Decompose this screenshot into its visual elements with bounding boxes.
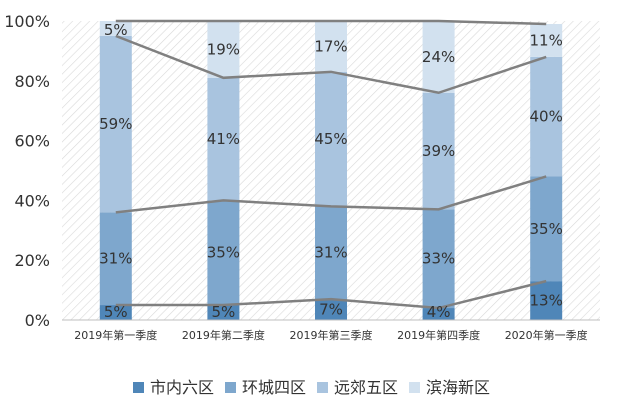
series-line bbox=[115, 279, 547, 310]
x-category-label: 2019年第一季度 bbox=[74, 328, 157, 342]
data-label: 19% bbox=[207, 40, 240, 58]
data-label: 4% bbox=[427, 303, 451, 321]
legend-swatch bbox=[409, 382, 420, 393]
bar-segment bbox=[422, 308, 455, 320]
bar-segment bbox=[207, 200, 240, 306]
bar-segment bbox=[530, 23, 563, 57]
x-axis: 2019年第一季度 2019年第二季度 2019年第三季度 2019年第四季度 2020… bbox=[62, 319, 600, 342]
x-category-label: 2019年第二季度 bbox=[182, 328, 265, 342]
legend: 市内六区 环城四区 远郊五区 滨海新区 bbox=[133, 378, 490, 397]
legend-label: 远郊五区 bbox=[334, 378, 398, 397]
data-label: 35% bbox=[207, 244, 240, 262]
y-tick-label: 80% bbox=[14, 72, 50, 91]
legend-label: 环城四区 bbox=[242, 378, 306, 397]
bars bbox=[99, 21, 563, 320]
bar-segment bbox=[315, 21, 347, 72]
bar-segment bbox=[99, 305, 132, 320]
bar-segment bbox=[422, 21, 455, 93]
y-tick-label: 60% bbox=[14, 132, 50, 151]
data-label: 40% bbox=[530, 108, 563, 126]
bar-segment bbox=[99, 35, 132, 213]
bar-segment bbox=[530, 176, 563, 282]
data-label: 33% bbox=[422, 250, 455, 268]
x-category-label: 2019年第三季度 bbox=[290, 328, 373, 342]
bar-segment bbox=[207, 77, 240, 201]
data-label: 11% bbox=[530, 31, 563, 49]
x-category-label: 2020年第一季度 bbox=[505, 328, 588, 342]
data-label: 39% bbox=[422, 142, 455, 160]
legend-swatch bbox=[133, 382, 144, 393]
legend-label: 滨海新区 bbox=[426, 378, 490, 397]
data-label: 5% bbox=[104, 21, 128, 39]
bar-segment bbox=[530, 56, 563, 177]
data-label: 13% bbox=[530, 292, 563, 310]
bar-segment bbox=[422, 92, 455, 210]
data-label: 5% bbox=[212, 303, 236, 321]
bar-segment bbox=[99, 212, 132, 306]
data-label: 41% bbox=[207, 130, 240, 148]
data-label: 17% bbox=[314, 37, 347, 55]
y-tick-label: 100% bbox=[4, 12, 50, 31]
bar-segment bbox=[315, 71, 347, 207]
y-axis: 0% 20% 40% 60% 80% 100% bbox=[4, 12, 50, 330]
data-label: 5% bbox=[104, 303, 128, 321]
data-label: 45% bbox=[314, 130, 347, 148]
y-tick-label: 20% bbox=[14, 251, 50, 270]
data-label: 31% bbox=[314, 244, 347, 262]
series-line bbox=[115, 19, 547, 26]
legend-swatch bbox=[225, 382, 236, 393]
data-labels: 5% 5% 7% 4% 13% 31% 35% 31% 33% 35% 59% 41% 45% 39% 40… bbox=[99, 21, 563, 321]
y-tick-label: 0% bbox=[25, 311, 50, 330]
bar-segment bbox=[99, 21, 132, 36]
data-label: 24% bbox=[422, 48, 455, 66]
series-line bbox=[115, 175, 547, 214]
bar-segment bbox=[315, 206, 347, 300]
data-label: 7% bbox=[319, 301, 343, 319]
bar-segment bbox=[530, 281, 563, 320]
legend-swatch bbox=[317, 382, 328, 393]
data-label: 59% bbox=[99, 115, 132, 133]
data-label: 35% bbox=[530, 220, 563, 238]
x-category-label: 2019年第四季度 bbox=[397, 328, 480, 342]
data-label: 31% bbox=[99, 250, 132, 268]
bar-segment bbox=[315, 299, 347, 320]
bar-segment bbox=[207, 21, 240, 78]
bar-segment bbox=[422, 209, 455, 309]
legend-label: 市内六区 bbox=[150, 378, 214, 397]
y-tick-label: 40% bbox=[14, 191, 50, 210]
series-line bbox=[115, 34, 547, 95]
bar-segment bbox=[207, 305, 240, 320]
series-lines bbox=[115, 19, 547, 310]
